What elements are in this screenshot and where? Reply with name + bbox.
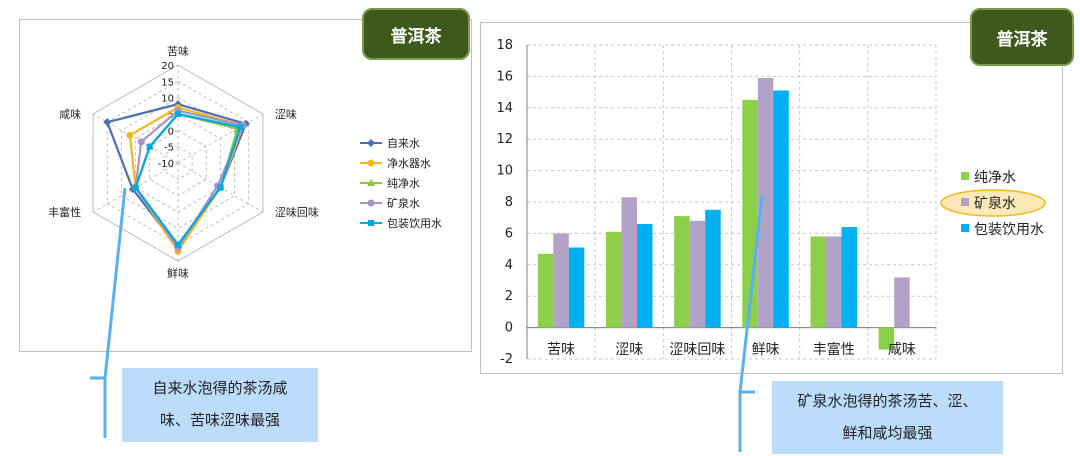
- legend-label: 纯净水: [974, 170, 1016, 186]
- y-tick-label: 14: [496, 101, 513, 116]
- bar: [742, 99, 758, 328]
- bar: [637, 224, 653, 328]
- y-tick-label: 18: [496, 38, 513, 53]
- radar-tick-label: -10: [158, 159, 174, 170]
- legend-label: 包装饮用水: [974, 222, 1044, 238]
- radar-tick-label: 20: [161, 61, 174, 72]
- bar: [568, 247, 585, 328]
- radar-ring: [163, 146, 193, 180]
- bar-chart: -2 0 2 4 6 8 10 12 14 16 18 苦味 涩味 涩味回味 鲜味 丰富性 咸味 纯净水矿泉水包装…: [496, 38, 1046, 367]
- radar-data-point: [237, 124, 244, 131]
- radar-ring: [120, 97, 236, 229]
- y-tick-label: 0: [505, 321, 513, 336]
- radar-series-line: [134, 109, 245, 250]
- radar-axis-label: 鲜味: [167, 266, 189, 280]
- callout-left-line2: 味、苦味涩味最强: [159, 411, 280, 429]
- callout-left: 自来水泡得的茶汤咸 味、苦味涩味最强: [122, 368, 318, 442]
- y-tick-label: 12: [496, 132, 513, 147]
- x-tick-label: 涩味: [615, 342, 643, 358]
- radar-axis-label: 涩味: [275, 108, 297, 121]
- tea-type-tag-left: 普洱茶: [362, 8, 470, 60]
- y-tick-label: -2: [500, 352, 513, 367]
- bar: [757, 78, 774, 328]
- x-tick-label: 苦味: [547, 342, 575, 358]
- bar: [553, 233, 569, 328]
- bar: [674, 216, 690, 328]
- callout-right: 矿泉水泡得的茶汤苦、涩、 鲜和咸均最强: [772, 381, 1003, 454]
- legend-marker: [367, 199, 375, 207]
- legend-swatch: [961, 224, 969, 232]
- radar-series-line: [128, 106, 245, 254]
- y-tick-label: 8: [505, 195, 513, 210]
- radar-chart: -10-505101520苦味涩味涩味回味鲜味丰富性咸味自来水净水器水纯净水矿泉…: [48, 45, 442, 280]
- radar-data-point: [126, 131, 134, 139]
- radar-axis-label: 涩味回味: [275, 206, 319, 219]
- radar-data-point: [175, 241, 181, 248]
- bar: [810, 236, 826, 328]
- radar-axis-label: 丰富性: [48, 205, 81, 219]
- radar-data-point: [132, 184, 139, 191]
- radar-chart-panel: -10 -5 0 5 10 15 20 苦味 涩味 涩味回味 鲜味 丰富性 咸味 自来水 净水器水 纯净水 矿泉…: [19, 19, 472, 352]
- y-tick-label: 2: [505, 289, 513, 304]
- radar-tick-label: -5: [164, 143, 174, 154]
- legend-swatch: [961, 172, 969, 180]
- bar: [894, 277, 910, 328]
- y-tick-label: 10: [496, 164, 513, 179]
- radar-axis-label: 苦味: [167, 45, 189, 58]
- legend-marker: [367, 159, 375, 167]
- radar-data-point: [175, 111, 181, 117]
- y-tick-label: 16: [496, 69, 513, 84]
- x-tick-label: 涩味回味: [669, 342, 725, 358]
- radar-tick-label: 10: [161, 94, 174, 105]
- radar-data-point: [146, 143, 153, 150]
- legend-swatch: [961, 198, 969, 206]
- tea-type-tag-right: 普洱茶: [970, 8, 1074, 66]
- bar: [705, 209, 721, 328]
- legend-marker: [367, 179, 375, 186]
- bar: [773, 90, 789, 328]
- callout-left-line1: 自来水泡得的茶汤咸: [152, 379, 288, 397]
- legend-label: 自来水: [387, 137, 420, 150]
- radar-tick-label: 15: [161, 77, 174, 88]
- legend-label: 纯净水: [387, 176, 420, 190]
- radar-spoke: [92, 113, 179, 164]
- y-tick-label: 6: [505, 226, 513, 241]
- legend-highlight: [940, 189, 1046, 217]
- legend-label: 包装饮用水: [387, 217, 442, 230]
- bar: [621, 197, 637, 328]
- legend-label: 矿泉水: [974, 195, 1016, 212]
- bar: [689, 220, 706, 328]
- legend-marker: [368, 220, 374, 226]
- x-tick-label: 鲜味: [752, 342, 780, 358]
- bar: [841, 227, 857, 328]
- legend-marker: [367, 139, 375, 147]
- radar-spoke: [177, 113, 264, 164]
- radar-data-point: [137, 138, 145, 146]
- bar: [606, 231, 622, 328]
- bar: [537, 253, 554, 328]
- bar: [826, 236, 842, 328]
- legend-label: 净水器水: [387, 156, 431, 170]
- callout-right-line2: 鲜和咸均最强: [842, 424, 933, 442]
- bar-chart-panel: -2 0 2 4 6 8 10 12 14 16 18 苦味 涩味 涩味回味 鲜味 丰富性 咸味 纯净水矿泉水包装…: [480, 22, 1063, 374]
- legend-label: 矿泉水: [387, 196, 420, 210]
- radar-data-point: [103, 118, 112, 127]
- y-tick-label: 4: [505, 258, 513, 273]
- radar-tick-label: 0: [168, 126, 174, 137]
- x-tick-label: 咸味: [888, 342, 916, 358]
- radar-data-point: [217, 184, 224, 191]
- callout-right-line1: 矿泉水泡得的茶汤苦、涩、: [797, 392, 978, 410]
- radar-axis-label: 咸味: [59, 108, 81, 121]
- bar: [878, 327, 895, 350]
- x-tick-label: 丰富性: [813, 341, 855, 358]
